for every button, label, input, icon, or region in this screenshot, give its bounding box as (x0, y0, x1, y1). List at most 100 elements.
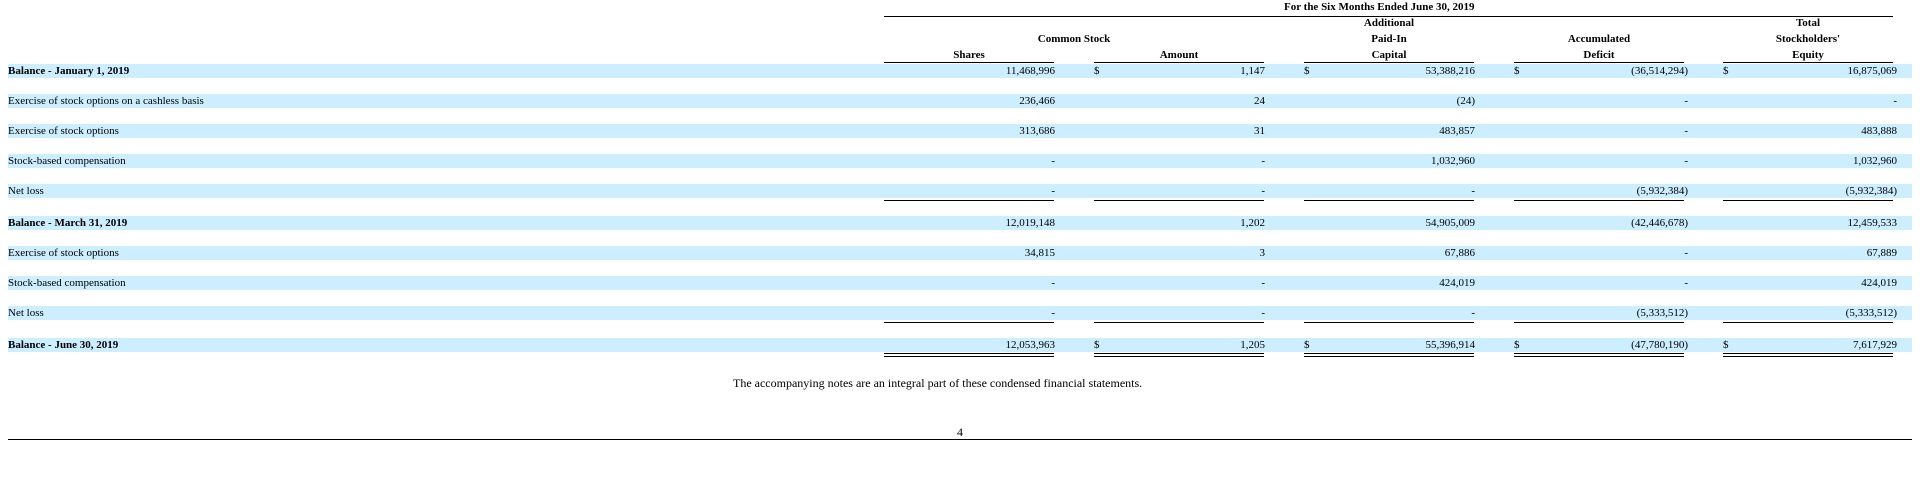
total-underline (1304, 200, 1474, 201)
dollar-sign: $ (1723, 339, 1729, 351)
footer-note: The accompanying notes are an integral p… (733, 376, 1143, 390)
apic-value: 55,396,914 (1425, 339, 1476, 351)
shares-value: 12,053,963 (1005, 339, 1056, 351)
amount-value: - (1261, 307, 1265, 319)
row-band (8, 154, 1912, 168)
total-underline (1514, 200, 1684, 201)
shares-header-underline (884, 62, 1054, 63)
shares-value: - (1051, 185, 1055, 197)
apic-value: 483,857 (1439, 125, 1475, 137)
common-stock-header: Common Stock (1037, 33, 1111, 45)
equity-header-3: Equity (1792, 49, 1824, 61)
row-band (8, 184, 1912, 198)
equity-header-underline (1723, 62, 1893, 63)
deficit-value: (36,514,294) (1631, 65, 1688, 77)
total-underline (1094, 322, 1264, 323)
total-underline (1514, 322, 1684, 323)
grand-total-double-underline (1514, 353, 1684, 357)
period-heading-text: For the Six Months Ended June 30, 2019 (1284, 1, 1475, 13)
grand-total-double-underline (1723, 353, 1893, 357)
amount-value: 1,205 (1240, 339, 1265, 351)
apic-header-2: Paid-In (1371, 33, 1407, 45)
amount-value: 24 (1254, 95, 1265, 107)
deficit-header-1: Accumulated (1567, 33, 1631, 45)
apic-header-underline (1304, 62, 1474, 63)
shares-value: 313,686 (1019, 125, 1055, 137)
row-label: Balance - June 30, 2019 (8, 339, 119, 351)
apic-value: 53,388,216 (1425, 65, 1476, 77)
total-underline (884, 322, 1054, 323)
row-band (8, 124, 1912, 138)
apic-header-1: Additional (1363, 17, 1415, 29)
amount-value: - (1261, 185, 1265, 197)
page-bottom-rule (8, 439, 1912, 440)
amount-header-underline (1094, 62, 1264, 63)
equity-value: 12,459,533 (1847, 217, 1898, 229)
equity-value: (5,333,512) (1845, 307, 1897, 319)
deficit-value: - (1684, 155, 1688, 167)
row-label: Balance - January 1, 2019 (8, 65, 130, 77)
equity-value: 67,889 (1866, 247, 1897, 259)
amount-value: - (1261, 277, 1265, 289)
amount-value: 3 (1259, 247, 1266, 259)
equity-value: 424,019 (1861, 277, 1897, 289)
total-underline (1723, 322, 1893, 323)
shares-value: 34,815 (1024, 247, 1055, 259)
row-band (8, 64, 1912, 78)
equity-header-2: Stockholders' (1775, 33, 1841, 45)
row-label: Net loss (8, 185, 44, 197)
dollar-sign: $ (1304, 339, 1310, 351)
dollar-sign: $ (1514, 65, 1520, 77)
apic-value: 67,886 (1444, 247, 1475, 259)
deficit-value: - (1684, 247, 1688, 259)
deficit-value: - (1684, 277, 1688, 289)
apic-header-3: Capital (1371, 49, 1407, 61)
total-underline (1723, 200, 1893, 201)
shares-value: 12,019,148 (1005, 217, 1056, 229)
grand-total-double-underline (884, 353, 1054, 357)
grand-total-double-underline (1304, 353, 1474, 357)
shares-value: 236,466 (1019, 95, 1055, 107)
dollar-sign: $ (1514, 339, 1520, 351)
shares-value: - (1051, 155, 1055, 167)
amount-header: Amount (1159, 49, 1199, 61)
row-band (8, 216, 1912, 230)
equity-value: - (1893, 95, 1897, 107)
deficit-value: (42,446,678) (1631, 217, 1688, 229)
shares-value: - (1051, 277, 1055, 289)
apic-value: (24) (1456, 95, 1475, 107)
apic-value: 54,905,009 (1425, 217, 1476, 229)
dollar-sign: $ (1094, 65, 1100, 77)
row-label: Exercise of stock options (8, 247, 119, 259)
shares-header: Shares (953, 49, 985, 61)
deficit-value: (47,780,190) (1631, 339, 1688, 351)
row-band (8, 338, 1912, 352)
equity-header-1: Total (1795, 17, 1821, 29)
amount-value: 31 (1254, 125, 1265, 137)
grand-total-double-underline (1094, 353, 1264, 357)
deficit-header-underline (1514, 62, 1684, 63)
apic-value: 424,019 (1439, 277, 1475, 289)
dollar-sign: $ (1723, 65, 1729, 77)
row-band (8, 246, 1912, 260)
dollar-sign: $ (1094, 339, 1100, 351)
amount-value: 1,202 (1240, 217, 1265, 229)
deficit-value: (5,932,384) (1636, 185, 1688, 197)
row-band (8, 94, 1912, 108)
total-underline (1304, 322, 1474, 323)
row-label: Net loss (8, 307, 44, 319)
total-underline (884, 200, 1054, 201)
row-band (8, 306, 1912, 320)
apic-value: - (1471, 185, 1475, 197)
dollar-sign: $ (1304, 65, 1310, 77)
equity-value: 1,032,960 (1853, 155, 1897, 167)
apic-value: - (1471, 307, 1475, 319)
deficit-header-2: Deficit (1583, 49, 1615, 61)
shares-value: 11,468,996 (1005, 65, 1055, 77)
row-label: Balance - March 31, 2019 (8, 217, 128, 229)
apic-value: 1,032,960 (1431, 155, 1475, 167)
period-underline (884, 16, 1893, 17)
row-label: Stock-based compensation (8, 155, 126, 167)
page-number: 4 (957, 425, 963, 439)
shares-value: - (1051, 307, 1055, 319)
